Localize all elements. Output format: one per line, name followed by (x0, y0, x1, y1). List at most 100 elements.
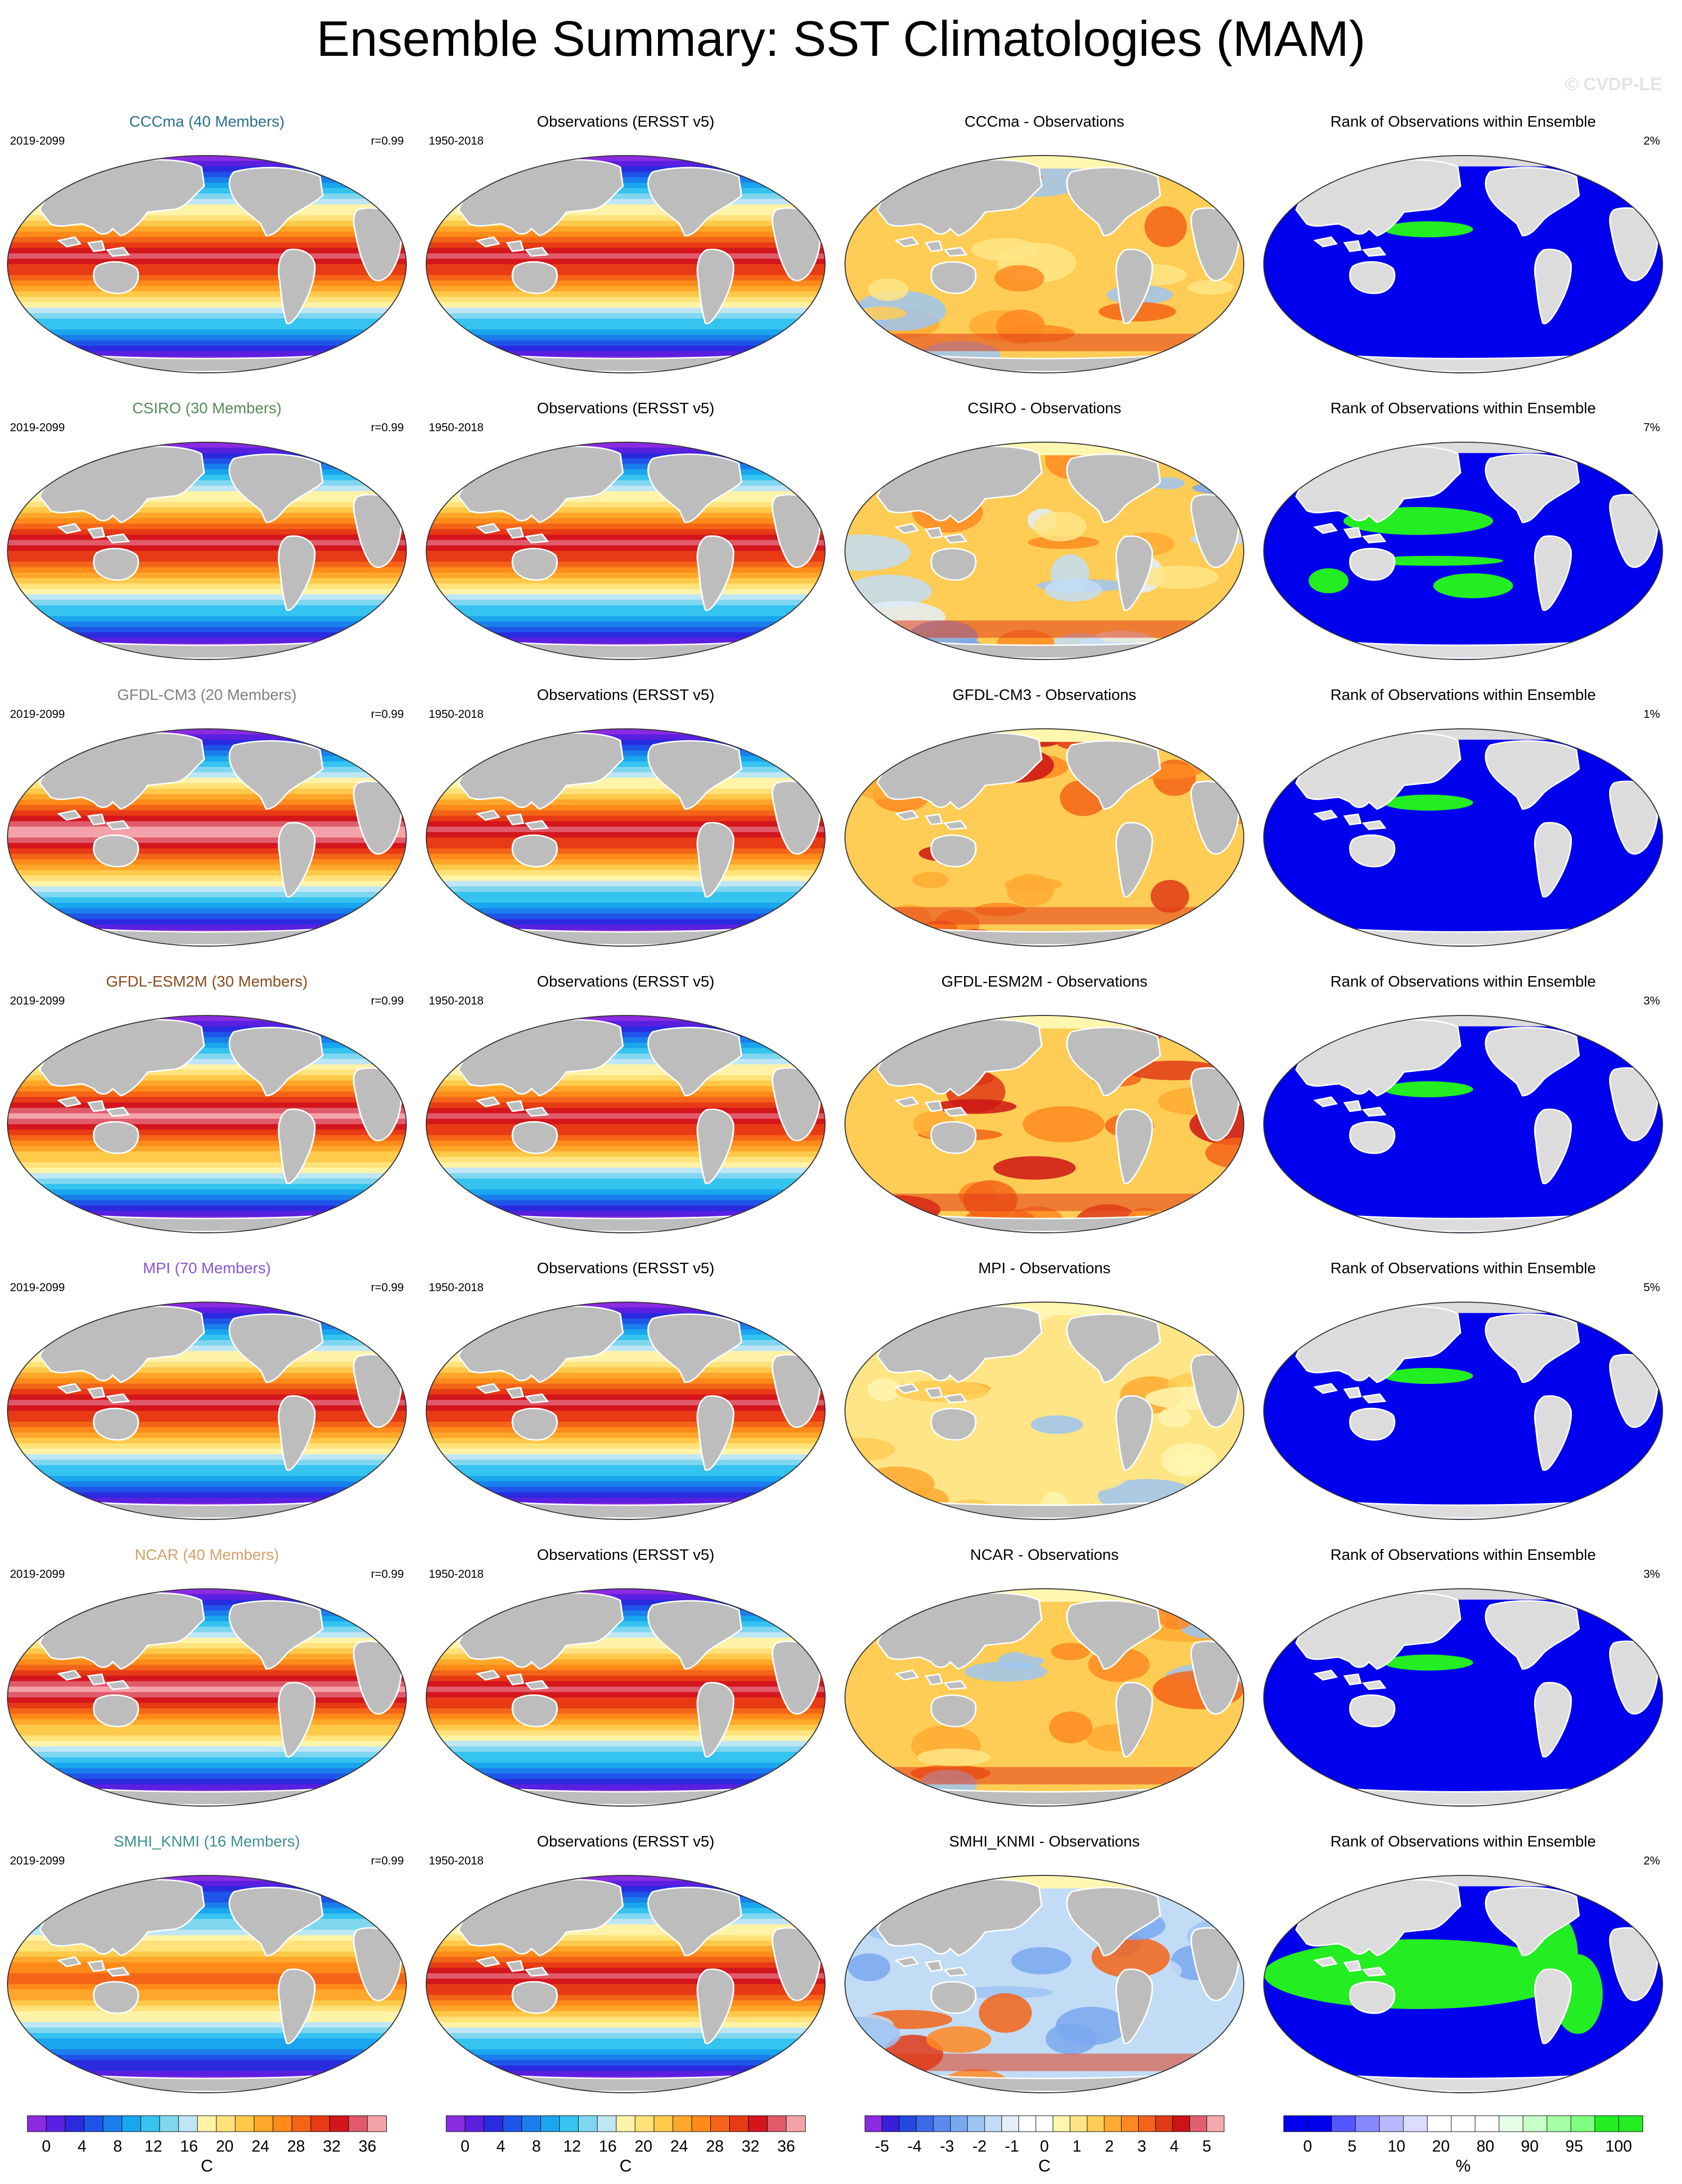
panel-title: Rank of Observations within Ensemble (1330, 399, 1596, 417)
colorbar-swatch (121, 2115, 142, 2132)
colorbar-swatch (27, 2115, 47, 2132)
colorbar-tick-label: 8 (113, 2137, 122, 2155)
rank-panel: Rank of Observations within Ensemble 5% (1256, 1239, 1670, 1525)
rank-panel: Rank of Observations within Ensemble 2% (1256, 1812, 1670, 2099)
panel-title: NCAR - Observations (970, 1546, 1119, 1563)
colorbar-tick-label: 16 (180, 2137, 198, 2155)
panel-title: GFDL-ESM2M - Observations (941, 973, 1148, 990)
ensemble-row: NCAR (40 Members) 2019-2099 r=0.99 Observat… (0, 1525, 1682, 1812)
panel-title: SMHI_KNMI (16 Members) (114, 1833, 300, 1850)
years-label: 2019-2099 (10, 421, 65, 434)
world-map (7, 442, 407, 660)
model-panel: CCCma (40 Members) 2019-2099 r=0.99 (0, 92, 414, 379)
correlation-label: r=0.99 (371, 1281, 404, 1294)
colorbar-swatch (1618, 2115, 1643, 2132)
colorbar-swatch (446, 2115, 466, 2132)
colorbar-swatch (103, 2115, 123, 2132)
colorbar-tick-label: 36 (358, 2137, 376, 2155)
panel-title: Rank of Observations within Ensemble (1330, 1546, 1596, 1563)
world-map (844, 1015, 1244, 1233)
panel-title: Rank of Observations within Ensemble (1330, 1259, 1596, 1277)
page-title: Ensemble Summary: SST Climatologies (MAM… (316, 11, 1366, 67)
colorbar-swatch (578, 2115, 598, 2132)
obs-panel: Observations (ERSST v5) 1950-2018 (419, 92, 833, 379)
rank-percent-label: 2% (1643, 1854, 1660, 1867)
world-map (1263, 728, 1663, 947)
panel-title: MPI (70 Members) (143, 1259, 271, 1277)
colorbar-swatch (235, 2115, 255, 2132)
colorbar-swatch (1069, 2115, 1088, 2132)
diff-panel: CCCma - Observations (838, 92, 1251, 379)
colorbar-swatch (654, 2115, 673, 2132)
colorbar-tick-label: 12 (563, 2137, 581, 2155)
ensemble-row: CSIRO (30 Members) 2019-2099 r=0.99 Observa… (0, 379, 1682, 666)
colorbar-swatch (1307, 2115, 1332, 2132)
model-panel: NCAR (40 Members) 2019-2099 r=0.99 (0, 1525, 414, 1812)
ensemble-row: MPI (70 Members) 2019-2099 r=0.99 Observati… (0, 1239, 1682, 1525)
panel-title: GFDL-CM3 - Observations (952, 686, 1137, 703)
colorbar-swatch (503, 2115, 522, 2132)
colorbar-tick-label: 4 (1170, 2137, 1179, 2155)
colorbar-swatch (1570, 2115, 1595, 2132)
world-map (7, 1588, 407, 1807)
colorbar-swatch (1121, 2115, 1139, 2132)
panel-title: GFDL-CM3 (20 Members) (117, 686, 297, 703)
world-map (1263, 1015, 1663, 1233)
years-label: 1950-2018 (429, 1567, 484, 1580)
model-panel: SMHI_KNMI (16 Members) 2019-2099 r=0.99 (0, 1812, 414, 2099)
colorbar-tick-label: 16 (599, 2137, 617, 2155)
colorbar-swatch (46, 2115, 66, 2132)
colorbar-swatch (1427, 2115, 1452, 2132)
world-map (1263, 155, 1663, 373)
colorbar-swatch (159, 2115, 179, 2132)
colorbar-tick-label: 28 (287, 2137, 305, 2155)
colorbar-swatch (540, 2115, 560, 2132)
colorbar-unit: C (201, 2157, 213, 2176)
colorbar-swatch (1001, 2115, 1019, 2132)
correlation-label: r=0.99 (371, 421, 404, 434)
panel-title: CSIRO (30 Members) (132, 399, 282, 417)
colorbar-tick-label: 5 (1202, 2137, 1211, 2155)
colorbar-tick-label: 0 (461, 2137, 470, 2155)
colorbar-swatch (1546, 2115, 1571, 2132)
panel-title: CCCma (40 Members) (129, 113, 285, 130)
obs-panel: Observations (ERSST v5) 1950-2018 (419, 379, 833, 666)
colorbar-tick-label: 8 (532, 2137, 541, 2155)
colorbar-tick-label: 80 (1477, 2137, 1495, 2155)
colorbar-swatch (254, 2115, 274, 2132)
colorbar-tick-label: 1 (1072, 2137, 1081, 2155)
colorbar-swatch (348, 2115, 368, 2132)
rank-percent-label: 1% (1643, 707, 1660, 720)
panel-title: Observations (ERSST v5) (536, 1833, 715, 1850)
colorbar: 0 5 10 20 80 90 95 100% (1256, 2112, 1670, 2184)
world-map (426, 728, 826, 947)
rank-panel: Rank of Observations within Ensemble 7% (1256, 379, 1670, 666)
model-panel: GFDL-CM3 (20 Members) 2019-2099 r=0.99 (0, 666, 414, 952)
colorbar-tick-label: 10 (1387, 2137, 1405, 2155)
colorbar-tick-label: 4 (78, 2137, 87, 2155)
world-map (426, 442, 826, 660)
panel-title: MPI - Observations (978, 1259, 1111, 1277)
years-label: 1950-2018 (429, 707, 484, 720)
rank-panel: Rank of Observations within Ensemble 2% (1256, 92, 1670, 379)
colorbar-swatch (786, 2115, 806, 2132)
colorbar-swatch (616, 2115, 636, 2132)
world-map (844, 442, 1244, 660)
colorbar-swatch (635, 2115, 655, 2132)
colorbar-tick-label: 0 (42, 2137, 51, 2155)
colorbar: -5 -4 -3 -2 -1 0 1 2 3 4 5 C (838, 2112, 1251, 2184)
correlation-label: r=0.99 (371, 707, 404, 720)
colorbar-swatch (484, 2115, 504, 2132)
panel-title: GFDL-ESM2M (30 Members) (106, 973, 308, 990)
colorbar-swatch (916, 2115, 934, 2132)
world-map (844, 728, 1244, 947)
rank-percent-label: 3% (1643, 1567, 1660, 1580)
watermark: © CVDP-LE (1565, 74, 1662, 94)
rank-percent-label: 7% (1643, 421, 1660, 434)
colorbar-swatch (1104, 2115, 1122, 2132)
panel-title: NCAR (40 Members) (135, 1546, 279, 1563)
colorbar-swatch (521, 2115, 541, 2132)
colorbar-swatch (1403, 2115, 1428, 2132)
colorbar: 0 4 8 12 16 20 24 28 32 36 C (0, 2112, 414, 2184)
colorbar-swatch (84, 2115, 104, 2132)
